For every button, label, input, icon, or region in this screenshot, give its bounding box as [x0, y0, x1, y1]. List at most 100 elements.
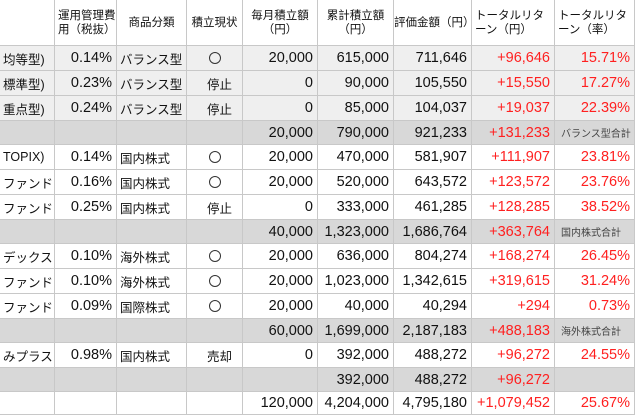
- monthly-value: 20,000: [243, 269, 318, 294]
- monthly-value: 0: [243, 71, 318, 96]
- subtotal-row: 60,000 1,699,000 2,187,183 +488,183 海外株式…: [0, 319, 640, 343]
- return-yen-value: +168,274: [472, 244, 555, 269]
- monthly-value: 0: [243, 343, 318, 368]
- total-return-yen-value: +1,079,452: [472, 392, 555, 415]
- subtotal-row: 40,000 1,323,000 1,686,764 +363,764 国内株式…: [0, 220, 640, 244]
- fund-row[interactable]: ファンド 0.25% 国内株式 停止 0 333,000 461,285 +12…: [0, 195, 640, 220]
- return-yen-value: +19,037: [472, 96, 555, 121]
- subtotal-row: 392,000 488,272 +96,272: [0, 368, 640, 392]
- valuation-value: 921,233: [394, 121, 472, 145]
- return-pct-value: 22.39%: [555, 96, 635, 121]
- category-value: 国内株式: [117, 170, 187, 195]
- total-row: 120,000 4,204,000 4,795,180 +1,079,452 2…: [0, 392, 640, 415]
- subtotal-row: 20,000 790,000 921,233 +131,233 バランス型合計: [0, 121, 640, 145]
- header-fee: 運用管理費用（税抜）: [55, 0, 117, 46]
- return-yen-value: +131,233: [472, 121, 555, 145]
- valuation-value: 581,907: [394, 145, 472, 170]
- fund-row[interactable]: 重点型) 0.24% バランス型 停止 0 85,000 104,037 +19…: [0, 96, 640, 121]
- header-category: 商品分類: [117, 0, 187, 46]
- valuation-value: 1,686,764: [394, 220, 472, 244]
- fund-row[interactable]: みプラス 0.98% 国内株式 売却 0 392,000 488,272 +96…: [0, 343, 640, 368]
- monthly-value: 20,000: [243, 121, 318, 145]
- return-yen-value: +128,285: [472, 195, 555, 220]
- fund-name: 重点型): [0, 96, 55, 121]
- cumulative-value: 90,000: [318, 71, 394, 96]
- cumulative-value: 470,000: [318, 145, 394, 170]
- return-pct-value: 0.73%: [555, 294, 635, 319]
- fund-row[interactable]: TOPIX) 0.14% 国内株式 20,000 470,000 581,907…: [0, 145, 640, 170]
- total-monthly-value: 120,000: [243, 392, 318, 415]
- header-fund-name: [0, 0, 55, 46]
- valuation-value: 40,294: [394, 294, 472, 319]
- return-yen-value: +111,907: [472, 145, 555, 170]
- return-yen-value: +488,183: [472, 319, 555, 343]
- cumulative-value: 333,000: [318, 195, 394, 220]
- fund-row[interactable]: デックス 0.10% 海外株式 20,000 636,000 804,274 +…: [0, 244, 640, 269]
- fund-row[interactable]: 標準型) 0.23% バランス型 停止 0 90,000 105,550 +15…: [0, 71, 640, 96]
- status-value: 停止: [187, 71, 243, 96]
- return-pct-value: 38.52%: [555, 195, 635, 220]
- fund-name: ファンド: [0, 269, 55, 294]
- table-header: 運用管理費用（税抜） 商品分類 積立現状 毎月積立額（円） 累計積立額（円） 評…: [0, 0, 640, 46]
- status-circle-icon: [187, 46, 243, 71]
- return-pct-value: 23.76%: [555, 170, 635, 195]
- valuation-value: 488,272: [394, 343, 472, 368]
- header-monthly: 毎月積立額（円）: [243, 0, 318, 46]
- fund-row[interactable]: ファンド 0.16% 国内株式 20,000 520,000 643,572 +…: [0, 170, 640, 195]
- return-pct-value: 15.71%: [555, 46, 635, 71]
- fee-value: 0.10%: [55, 244, 117, 269]
- monthly-value: 60,000: [243, 319, 318, 343]
- valuation-value: 643,572: [394, 170, 472, 195]
- return-pct-value: 17.27%: [555, 71, 635, 96]
- fund-name: ファンド: [0, 294, 55, 319]
- valuation-value: 804,274: [394, 244, 472, 269]
- cumulative-value: 392,000: [318, 368, 394, 392]
- subtotal-label: 国内株式合計: [555, 220, 635, 244]
- fund-row[interactable]: ファンド 0.09% 国際株式 20,000 40,000 40,294 +29…: [0, 294, 640, 319]
- fund-name: デックス: [0, 244, 55, 269]
- fund-name: 標準型): [0, 71, 55, 96]
- valuation-value: 711,646: [394, 46, 472, 71]
- cumulative-value: 615,000: [318, 46, 394, 71]
- total-cumulative-value: 4,204,000: [318, 392, 394, 415]
- header-return-yen: トータルリターン（円）: [472, 0, 555, 46]
- header-valuation: 評価金額（円）: [394, 0, 472, 46]
- fund-name: TOPIX): [0, 145, 55, 170]
- category-value: バランス型: [117, 71, 187, 96]
- fund-row[interactable]: ファンド 0.10% 海外株式 20,000 1,023,000 1,342,6…: [0, 269, 640, 294]
- cumulative-value: 636,000: [318, 244, 394, 269]
- category-value: 国内株式: [117, 195, 187, 220]
- status-circle-icon: [187, 294, 243, 319]
- monthly-value: 20,000: [243, 244, 318, 269]
- valuation-value: 105,550: [394, 71, 472, 96]
- header-return-pct: トータルリターン（率）: [555, 0, 635, 46]
- cumulative-value: 40,000: [318, 294, 394, 319]
- monthly-value: 40,000: [243, 220, 318, 244]
- return-yen-value: +96,272: [472, 368, 555, 392]
- monthly-value: 20,000: [243, 46, 318, 71]
- total-return-pct-value: 25.67%: [555, 392, 635, 415]
- header-status: 積立現状: [187, 0, 243, 46]
- total-valuation-value: 4,795,180: [394, 392, 472, 415]
- return-pct-value: 31.24%: [555, 269, 635, 294]
- cumulative-value: 520,000: [318, 170, 394, 195]
- fee-value: 0.23%: [55, 71, 117, 96]
- fund-row[interactable]: 均等型) 0.14% バランス型 20,000 615,000 711,646 …: [0, 46, 640, 71]
- return-pct-value: 24.55%: [555, 343, 635, 368]
- fee-value: 0.09%: [55, 294, 117, 319]
- monthly-value: 20,000: [243, 294, 318, 319]
- valuation-value: 1,342,615: [394, 269, 472, 294]
- return-yen-value: +319,615: [472, 269, 555, 294]
- fund-name: みプラス: [0, 343, 55, 368]
- return-pct-value: 23.81%: [555, 145, 635, 170]
- return-pct-value: 26.45%: [555, 244, 635, 269]
- monthly-value: 0: [243, 195, 318, 220]
- valuation-value: 2,187,183: [394, 319, 472, 343]
- fee-value: 0.16%: [55, 170, 117, 195]
- category-value: バランス型: [117, 46, 187, 71]
- return-yen-value: +123,572: [472, 170, 555, 195]
- status-circle-icon: [187, 269, 243, 294]
- cumulative-value: 392,000: [318, 343, 394, 368]
- status-value: 停止: [187, 96, 243, 121]
